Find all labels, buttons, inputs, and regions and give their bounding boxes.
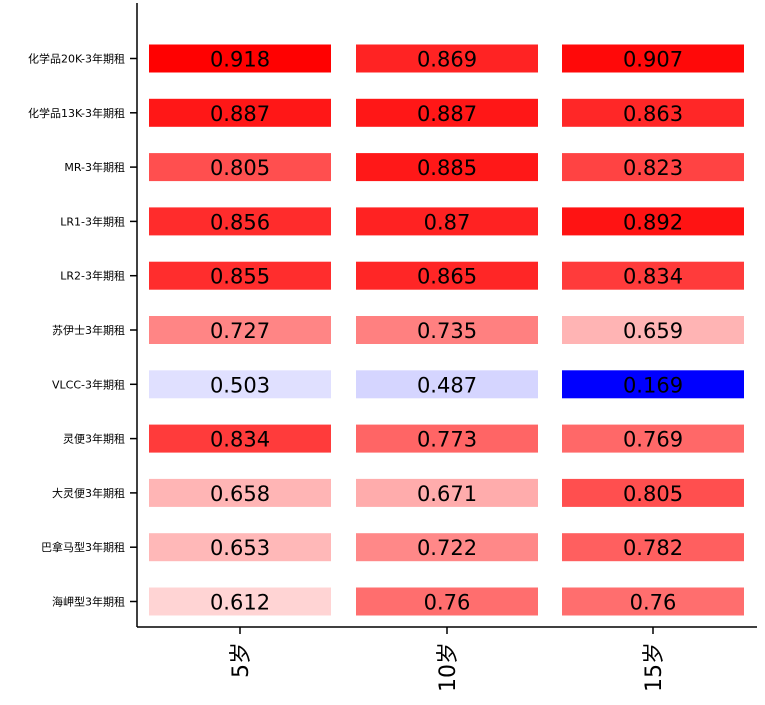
cell-value-label: 0.769 <box>623 428 683 452</box>
heatmap-cell <box>356 424 538 453</box>
cell-value-label: 0.869 <box>417 48 477 72</box>
cell-value-label: 0.856 <box>210 210 270 234</box>
cell-value-label: 0.887 <box>417 102 477 126</box>
heatmap-cell <box>562 98 744 127</box>
heatmap-cell <box>356 98 538 127</box>
heatmap-cell <box>562 424 744 453</box>
cell-value-label: 0.885 <box>417 156 477 180</box>
heatmap-cell <box>149 587 331 616</box>
heatmap-cell <box>562 533 744 562</box>
heatmap-cell <box>562 153 744 182</box>
cell-value-label: 0.503 <box>210 373 270 397</box>
y-tick-label: 苏伊士3年期租 <box>52 323 125 337</box>
x-tick-label: 5岁 <box>229 642 254 678</box>
heatmap-cell <box>562 478 744 507</box>
cell-value-label: 0.722 <box>417 536 477 560</box>
heatmap-cell <box>562 207 744 236</box>
cell-value-label: 0.76 <box>630 591 677 615</box>
cell-value-label: 0.671 <box>417 482 477 506</box>
cell-value-label: 0.892 <box>623 210 683 234</box>
heatmap-cell <box>356 153 538 182</box>
cell-value-label: 0.169 <box>623 373 683 397</box>
heatmap-cell <box>356 478 538 507</box>
heatmap-cell <box>149 424 331 453</box>
cell-value-label: 0.805 <box>210 156 270 180</box>
y-tick-label: 灵便3年期租 <box>63 432 125 446</box>
y-tick-label: 海岬型3年期租 <box>52 595 125 609</box>
heatmap-cell <box>356 370 538 399</box>
heatmap-cell <box>149 98 331 127</box>
cell-value-label: 0.76 <box>424 591 471 615</box>
cell-value-label: 0.805 <box>623 482 683 506</box>
heatmap-cell <box>149 207 331 236</box>
heatmap-cell <box>356 587 538 616</box>
y-tick-label: MR-3年期租 <box>64 160 125 174</box>
heatmap-cell <box>149 44 331 73</box>
cell-value-label: 0.87 <box>424 210 471 234</box>
heatmap-cell <box>356 316 538 344</box>
heatmap-cell <box>149 370 331 399</box>
heatmap-cell <box>562 587 744 616</box>
cell-value-label: 0.855 <box>210 265 270 289</box>
cell-value-label: 0.834 <box>623 265 683 289</box>
heatmap-cell <box>562 316 744 344</box>
y-tick-label: 化学品20K-3年期租 <box>28 52 125 66</box>
heatmap-cell <box>149 316 331 344</box>
y-tick-label: 大灵便3年期租 <box>52 486 125 500</box>
cell-value-label: 0.918 <box>210 48 270 72</box>
heatmap-cell <box>149 153 331 182</box>
y-tick-label: LR2-3年期租 <box>60 269 125 283</box>
cell-value-label: 0.907 <box>623 48 683 72</box>
x-tick-layer: 5岁 10岁 15岁 <box>229 627 667 692</box>
y-tick-label: 巴拿马型3年期租 <box>41 540 125 554</box>
x-tick-label: 10岁 <box>436 642 461 692</box>
cells-layer: 0.918 0.869 0.907 0.887 0.887 0.863 0.805 0.885… <box>149 44 744 616</box>
heatmap-cell <box>149 533 331 562</box>
heatmap-cell <box>149 261 331 290</box>
x-tick-label: 15岁 <box>642 642 667 692</box>
cell-value-label: 0.865 <box>417 265 477 289</box>
cell-value-label: 0.863 <box>623 102 683 126</box>
cell-value-label: 0.653 <box>210 536 270 560</box>
cell-value-label: 0.487 <box>417 373 477 397</box>
y-tick-label: 化学品13K-3年期租 <box>28 106 125 120</box>
cell-value-label: 0.658 <box>210 482 270 506</box>
heatmap-cell <box>149 478 331 507</box>
heatmap-cell <box>356 44 538 73</box>
heatmap-cell <box>562 261 744 290</box>
cell-value-label: 0.659 <box>623 319 683 343</box>
y-tick-label: VLCC-3年期租 <box>52 377 125 391</box>
heatmap-cell <box>562 44 744 73</box>
heatmap-cell <box>562 370 744 399</box>
cell-value-label: 0.727 <box>210 319 270 343</box>
cell-value-label: 0.612 <box>210 591 270 615</box>
heatmap-cell <box>356 261 538 290</box>
cell-value-label: 0.823 <box>623 156 683 180</box>
axis-layer <box>136 3 757 628</box>
cell-value-label: 0.735 <box>417 319 477 343</box>
cell-value-label: 0.773 <box>417 428 477 452</box>
heatmap-cell <box>356 533 538 562</box>
heatmap-cell <box>356 207 538 236</box>
cell-value-label: 0.834 <box>210 428 270 452</box>
cell-value-label: 0.887 <box>210 102 270 126</box>
y-tick-label: LR1-3年期租 <box>60 214 125 228</box>
cell-value-label: 0.782 <box>623 536 683 560</box>
